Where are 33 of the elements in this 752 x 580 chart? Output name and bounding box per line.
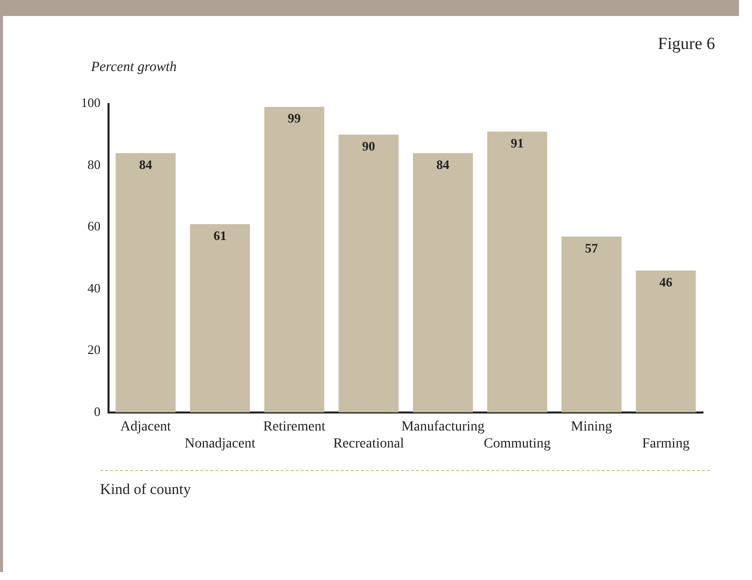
data-label: 91 [510,135,524,150]
y-tick-label: 40 [88,280,100,296]
x-tick-label: Adjacent [120,419,172,434]
y-tick-label: 60 [88,218,100,234]
y-tick-label: 100 [81,95,100,110]
data-label: 99 [288,110,302,126]
data-label: 46 [659,274,673,290]
x-tick-label: Retirement [263,419,326,434]
data-label: 57 [585,240,599,256]
y-axis-title: Percent growth [91,60,177,76]
x-tick-label: Nonadjacent [184,436,256,452]
bar [412,153,473,412]
chart-title: Figure 6 [658,34,715,54]
y-tick-label: 80 [88,156,100,172]
x-axis-title: Kind of county [100,482,191,499]
data-label: 84 [139,157,153,172]
bar [562,236,622,412]
y-tick-label: 0 [94,404,100,419]
bar [338,134,399,412]
y-tick-label: 20 [88,342,100,358]
data-label: 90 [362,138,376,154]
x-tick-label: Commuting [484,436,551,452]
data-label: 61 [213,228,226,244]
bar [190,224,250,412]
bar [116,153,176,412]
bar [636,270,696,412]
data-label: 84 [436,157,450,172]
x-tick-label: Mining [570,419,612,434]
bar [487,132,548,412]
bar [264,106,324,412]
x-tick-label: Manufacturing [401,419,485,434]
x-tick-label: Recreational [333,436,404,452]
x-tick-label: Farming [642,436,690,452]
